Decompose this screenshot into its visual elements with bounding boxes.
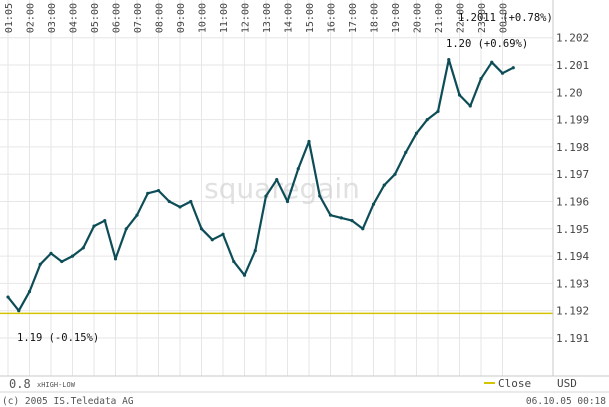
currency-label: USD <box>557 377 577 390</box>
x-tick-label: 08:00 <box>155 3 166 33</box>
price-point <box>318 194 322 198</box>
price-point <box>60 259 64 264</box>
price-point <box>81 246 85 250</box>
y-tick-label: 1.201 <box>556 59 589 72</box>
price-point <box>285 199 290 204</box>
x-tick-label: 16:00 <box>327 3 338 33</box>
x-tick-label: 21:00 <box>434 3 445 33</box>
price-point <box>178 205 182 209</box>
price-point <box>232 259 236 264</box>
x-tick-label: 17:00 <box>348 3 359 33</box>
x-tick-label: 11:00 <box>219 3 230 33</box>
price-point <box>156 188 161 193</box>
price-point <box>70 254 75 258</box>
x-tick-label: 09:00 <box>176 3 187 33</box>
y-tick-label: 1.193 <box>556 277 589 290</box>
low-value-label: 1.19 (-0.15%) <box>17 332 99 344</box>
x-tick-label: 04:00 <box>69 3 80 33</box>
price-point <box>124 227 128 231</box>
last-value-label: 1.20 (+0.69%) <box>446 38 528 50</box>
price-point <box>371 202 376 206</box>
y-tick-label: 1.191 <box>556 332 589 345</box>
price-point <box>339 216 343 220</box>
price-point <box>135 213 139 217</box>
price-point <box>17 309 21 313</box>
x-tick-label: 13:00 <box>262 3 273 33</box>
y-tick-label: 1.195 <box>556 223 589 236</box>
price-point <box>490 60 494 64</box>
x-tick-label: 06:00 <box>112 3 123 33</box>
y-tick-label: 1.20 <box>556 86 583 99</box>
x-tick-label: 12:00 <box>241 3 252 33</box>
close-legend-label: Close <box>498 377 531 390</box>
x-tick-label: 03:00 <box>47 3 58 33</box>
price-point <box>296 167 300 171</box>
y-tick-label: 1.202 <box>556 32 589 45</box>
y-tick-label: 1.197 <box>556 168 589 181</box>
price-point <box>27 289 32 294</box>
price-point <box>167 199 171 204</box>
y-tick-label: 1.198 <box>556 141 589 154</box>
high-value-label: 1.2011 (+0.78%) <box>458 12 553 24</box>
x-tick-label: 10:00 <box>198 3 209 33</box>
x-tick-label: 02:00 <box>26 3 37 33</box>
timestamp-text: 06.10.05 00:18 <box>526 396 606 407</box>
price-point <box>425 118 429 122</box>
price-point <box>199 227 204 231</box>
volatility-value: 0.8 <box>9 377 31 391</box>
price-point <box>275 178 279 182</box>
x-axis-tick-labels: 01:05 02:00 03:00 04:00 05:00 06:00 07:00 08:00… <box>4 3 510 33</box>
y-tick-label: 1.192 <box>556 305 589 318</box>
x-tick-label: 23:00 <box>477 3 488 33</box>
price-point <box>189 199 193 204</box>
price-point <box>500 71 505 75</box>
price-point <box>113 257 118 261</box>
price-point <box>146 191 150 195</box>
price-point <box>103 219 107 223</box>
x-tick-label: 22:00 <box>456 3 467 33</box>
y-axis-tick-labels: 1.191 1.192 1.193 1.194 1.195 1.196 1.197 1.198… <box>556 32 589 345</box>
y-tick-label: 1.194 <box>556 250 589 263</box>
x-tick-label: 07:00 <box>133 3 144 33</box>
price-point <box>38 262 42 266</box>
price-point <box>242 273 247 277</box>
price-point <box>361 227 365 231</box>
x-tick-label: 18:00 <box>370 3 381 33</box>
price-point <box>414 131 419 135</box>
price-point <box>436 109 440 114</box>
price-point <box>328 213 333 217</box>
price-point <box>221 232 225 236</box>
price-point <box>511 66 515 70</box>
price-line <box>7 58 514 312</box>
price-point <box>6 295 10 299</box>
price-point <box>92 224 96 228</box>
price-point <box>447 57 451 62</box>
price-point <box>457 93 462 97</box>
price-point <box>468 104 472 108</box>
price-point <box>350 219 354 223</box>
price-point <box>253 249 257 253</box>
price-point <box>307 139 311 144</box>
x-tick-label: 14:00 <box>284 3 295 33</box>
x-tick-label: 01:05 <box>4 3 15 33</box>
x-tick-label: 05:00 <box>90 3 101 33</box>
price-point <box>264 194 268 198</box>
price-point <box>382 183 386 187</box>
price-point <box>49 251 53 255</box>
price-point <box>479 77 483 81</box>
y-tick-label: 1.199 <box>556 114 589 127</box>
price-point <box>404 150 408 154</box>
x-tick-label: 00:00 <box>499 3 510 33</box>
y-tick-label: 1.196 <box>556 196 589 209</box>
x-tick-label: 19:00 <box>391 3 402 33</box>
price-point <box>393 172 397 176</box>
price-point <box>210 238 214 242</box>
x-tick-label: 20:00 <box>413 3 424 33</box>
volatility-label: xHIGH-LOW <box>37 381 76 389</box>
copyright-text: (c) 2005 IS.Teledata AG <box>2 396 134 407</box>
price-series <box>6 57 515 313</box>
x-tick-label: 15:00 <box>305 3 316 33</box>
